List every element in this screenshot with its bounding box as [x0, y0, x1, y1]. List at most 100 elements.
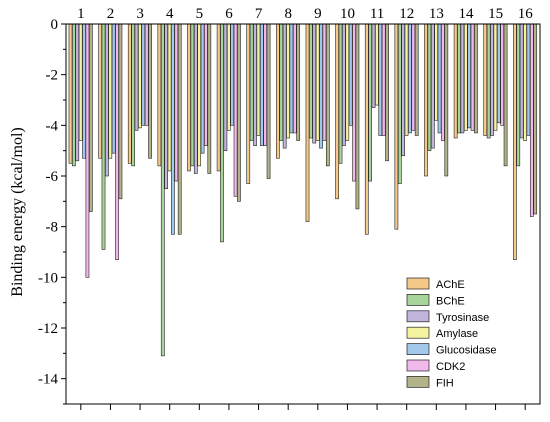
x-tick-label: 8 — [284, 6, 292, 22]
bar-amylase-6 — [226, 23, 231, 131]
bar-amylase-1 — [78, 23, 83, 141]
bar-glucosidase-8 — [289, 23, 294, 134]
bar-fih-15 — [503, 23, 508, 167]
x-tick-label: 10 — [340, 6, 355, 22]
bar-ache-9 — [305, 23, 310, 222]
bar-ache-13 — [424, 23, 428, 177]
bar-tyrosinase-6 — [223, 23, 228, 151]
bar-cdk2-1 — [85, 23, 90, 278]
bar-cdk2-5 — [204, 23, 208, 146]
bar-bche-11 — [368, 23, 372, 182]
bar-ache-8 — [276, 23, 280, 159]
bar-fih-1 — [88, 23, 93, 212]
bar-glucosidase-12 — [408, 23, 412, 134]
x-tick-label: 9 — [314, 6, 322, 22]
legend-swatch-tyrosinase — [406, 310, 430, 323]
bar-ache-15 — [483, 23, 488, 136]
bar-tyrosinase-15 — [490, 23, 494, 136]
bar-ache-16 — [513, 23, 517, 260]
bar-bche-1 — [72, 23, 76, 167]
bar-amylase-2 — [108, 23, 113, 159]
bar-fih-5 — [207, 23, 212, 174]
bar-tyrosinase-4 — [164, 23, 169, 189]
bar-amylase-11 — [375, 23, 379, 106]
legend-label-tyrosinase: Tyrosinase — [436, 312, 489, 324]
bar-glucosidase-7 — [259, 23, 264, 146]
y-tick-label: -14 — [38, 372, 58, 388]
bar-bche-6 — [220, 23, 224, 243]
y-tick-label: -8 — [46, 220, 59, 236]
bar-ache-2 — [98, 23, 102, 159]
bar-bche-7 — [249, 23, 254, 141]
bar-bche-2 — [101, 23, 106, 250]
bar-tyrosinase-1 — [75, 23, 80, 162]
bar-cdk2-11 — [381, 23, 386, 136]
x-tick-label: 3 — [136, 6, 144, 22]
bar-ache-1 — [68, 23, 73, 164]
x-tick-label: 1 — [77, 6, 85, 22]
legend-label-bche: BChE — [436, 295, 465, 307]
bar-amylase-13 — [434, 23, 439, 121]
bar-glucosidase-9 — [319, 23, 323, 149]
y-tick-label: -10 — [38, 270, 58, 286]
bar-glucosidase-5 — [200, 23, 205, 154]
legend-swatch-bche — [406, 294, 430, 306]
legend: AChE BChE Tyrosinase Amylase Glucosidase CDK2… — [406, 277, 497, 389]
bar-bche-12 — [397, 23, 402, 184]
legend-swatch-glucosidase — [406, 343, 430, 355]
bar-tyrosinase-13 — [430, 23, 435, 149]
bar-bche-14 — [457, 23, 461, 134]
bar-bche-15 — [486, 23, 491, 139]
bar-bche-16 — [516, 23, 521, 167]
bar-glucosidase-2 — [111, 23, 116, 154]
legend-label-fih: FIH — [436, 377, 454, 389]
bar-fih-9 — [325, 23, 330, 167]
bar-amylase-9 — [315, 23, 320, 141]
bar-glucosidase-13 — [437, 23, 442, 134]
bar-bche-13 — [427, 23, 432, 151]
x-tick-label: 11 — [370, 6, 384, 22]
legend-label-glucosidase: Glucosidase — [436, 345, 497, 357]
x-tick-label: 2 — [107, 6, 115, 22]
bar-fih-8 — [296, 23, 301, 141]
bar-fih-10 — [355, 23, 360, 210]
bar-glucosidase-4 — [171, 23, 175, 235]
bar-cdk2-15 — [500, 23, 505, 126]
x-tick-label: 14 — [458, 6, 474, 22]
bar-glucosidase-11 — [378, 23, 383, 136]
bar-fih-11 — [385, 23, 389, 162]
bar-glucosidase-1 — [82, 23, 86, 159]
bar-ache-4 — [157, 23, 162, 167]
bar-amylase-12 — [404, 23, 409, 136]
bar-tyrosinase-3 — [134, 23, 139, 131]
bar-cdk2-16 — [529, 23, 534, 217]
bar-fih-16 — [533, 23, 538, 215]
bar-ache-3 — [127, 23, 132, 164]
legend-swatch-amylase — [406, 326, 430, 339]
bar-ache-7 — [246, 23, 251, 184]
bar-cdk2-14 — [470, 23, 475, 131]
legend-swatch-fih — [406, 376, 430, 388]
bar-tyrosinase-2 — [105, 23, 109, 177]
bar-glucosidase-6 — [230, 23, 235, 126]
bar-bche-10 — [338, 23, 343, 164]
x-tick-label: 6 — [225, 6, 233, 22]
bar-cdk2-13 — [441, 23, 445, 141]
bar-fih-2 — [118, 23, 123, 200]
y-tick-label: -4 — [46, 118, 59, 134]
bar-bche-8 — [279, 23, 284, 141]
bar-glucosidase-3 — [141, 23, 146, 126]
bar-cdk2-2 — [115, 23, 119, 260]
x-tick-label: 12 — [399, 6, 414, 22]
bar-fih-4 — [177, 23, 182, 235]
legend-label-cdk2: CDK2 — [436, 361, 465, 373]
bar-amylase-3 — [138, 23, 142, 129]
bar-ache-12 — [394, 23, 399, 230]
x-tick-label: 13 — [429, 6, 444, 22]
bar-cdk2-3 — [144, 23, 149, 126]
x-tick-label: 4 — [166, 6, 174, 22]
y-axis-title: Binding energy (kcal/mol) — [9, 127, 26, 296]
bar-fih-14 — [474, 23, 478, 134]
bar-cdk2-7 — [263, 23, 268, 146]
